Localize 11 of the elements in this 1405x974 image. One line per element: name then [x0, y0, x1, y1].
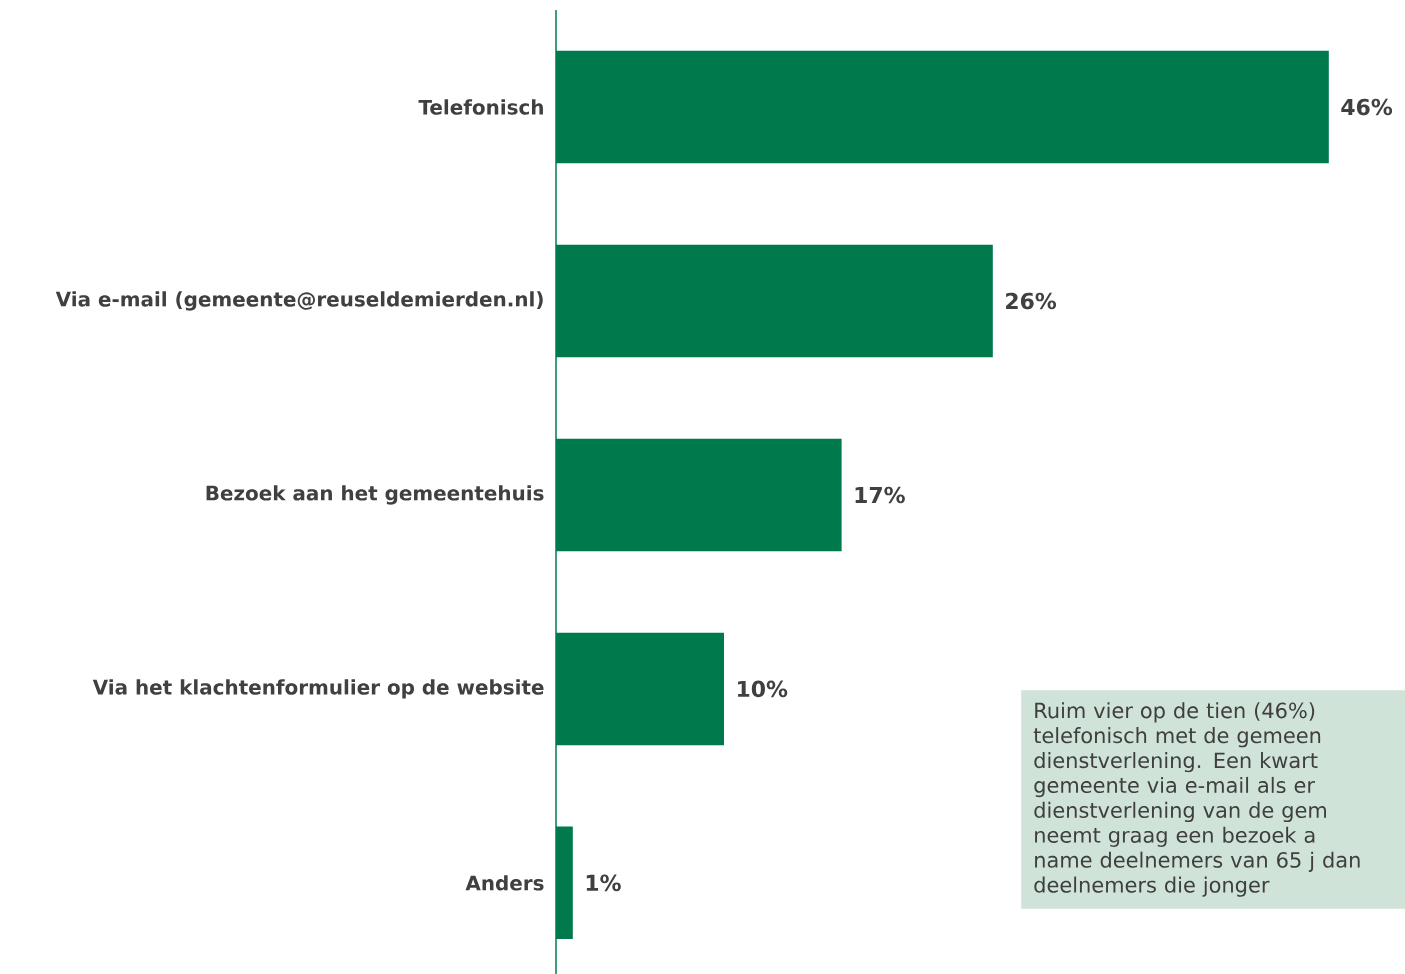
- y-tick-label: Via het klachtenformulier op de website: [92, 679, 544, 699]
- data-label: 10%: [737, 680, 788, 698]
- data-label: 17%: [855, 486, 905, 504]
- y-tick-label: Via e-mail (gemeente@reuseldemierden.nl): [55, 291, 543, 311]
- data-label: 46%: [1341, 98, 1393, 116]
- y-tick-label: Bezoek aan het gemeentehuis: [206, 485, 544, 505]
- data-label: 26%: [1006, 292, 1057, 310]
- data-label: 1%: [586, 874, 621, 892]
- y-tick-label: Anders: [465, 875, 544, 891]
- annotation: Ruim vier op de tien (46%) telefonisch met de gemeen dienstverlening. Een kwart gemeente via e-mail als er dienstverlening van de gem neemt graag een bezoek a name deelnemers van 65 j dan deelnemers die jonger: [1033, 702, 1360, 897]
- y-tick-label: Telefonisch: [418, 99, 543, 115]
